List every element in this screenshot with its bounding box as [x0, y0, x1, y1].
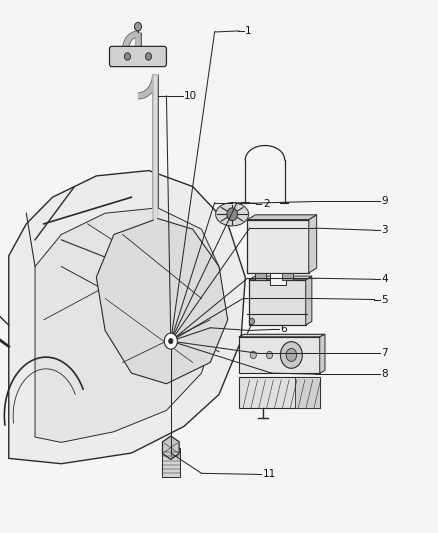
Circle shape — [250, 351, 256, 359]
Polygon shape — [216, 203, 249, 226]
Polygon shape — [296, 377, 320, 408]
Text: 10: 10 — [184, 91, 197, 101]
Circle shape — [134, 22, 141, 31]
Polygon shape — [249, 280, 306, 325]
Polygon shape — [239, 334, 325, 337]
Text: 9: 9 — [381, 197, 388, 206]
Polygon shape — [309, 215, 317, 273]
Polygon shape — [320, 334, 325, 373]
Text: 11: 11 — [263, 470, 276, 479]
Circle shape — [124, 53, 131, 60]
Polygon shape — [271, 273, 286, 285]
Text: 7: 7 — [381, 349, 388, 358]
Polygon shape — [35, 208, 219, 442]
Polygon shape — [239, 377, 320, 408]
Text: 6: 6 — [280, 325, 287, 334]
Circle shape — [227, 208, 237, 221]
Circle shape — [280, 342, 302, 368]
Polygon shape — [247, 220, 309, 273]
Text: 1: 1 — [245, 26, 252, 36]
Polygon shape — [239, 337, 320, 373]
Circle shape — [145, 53, 152, 60]
Bar — [282, 273, 293, 280]
Circle shape — [249, 318, 254, 325]
Circle shape — [266, 351, 272, 359]
Text: 2: 2 — [263, 199, 269, 208]
Polygon shape — [9, 171, 245, 464]
Circle shape — [286, 349, 297, 361]
Polygon shape — [162, 436, 179, 459]
Text: 5: 5 — [381, 295, 388, 304]
Bar — [255, 273, 266, 280]
FancyBboxPatch shape — [110, 46, 166, 67]
Polygon shape — [249, 276, 312, 280]
Polygon shape — [162, 448, 180, 477]
Polygon shape — [247, 215, 317, 220]
Polygon shape — [96, 219, 228, 384]
Circle shape — [164, 333, 177, 349]
Text: 3: 3 — [381, 225, 388, 235]
Circle shape — [169, 338, 173, 344]
Polygon shape — [306, 276, 312, 325]
Text: 8: 8 — [381, 369, 388, 379]
Text: 4: 4 — [381, 274, 388, 284]
